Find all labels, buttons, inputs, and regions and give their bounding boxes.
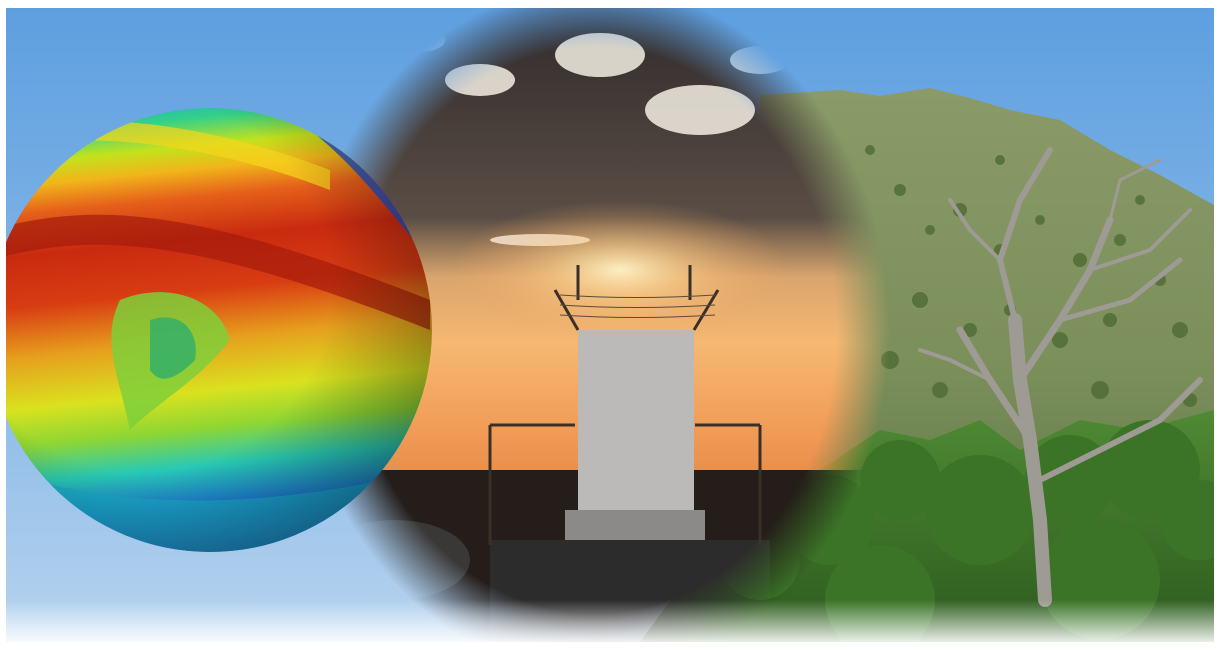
climate-globe xyxy=(6,108,432,552)
dead-tree xyxy=(918,147,1203,607)
